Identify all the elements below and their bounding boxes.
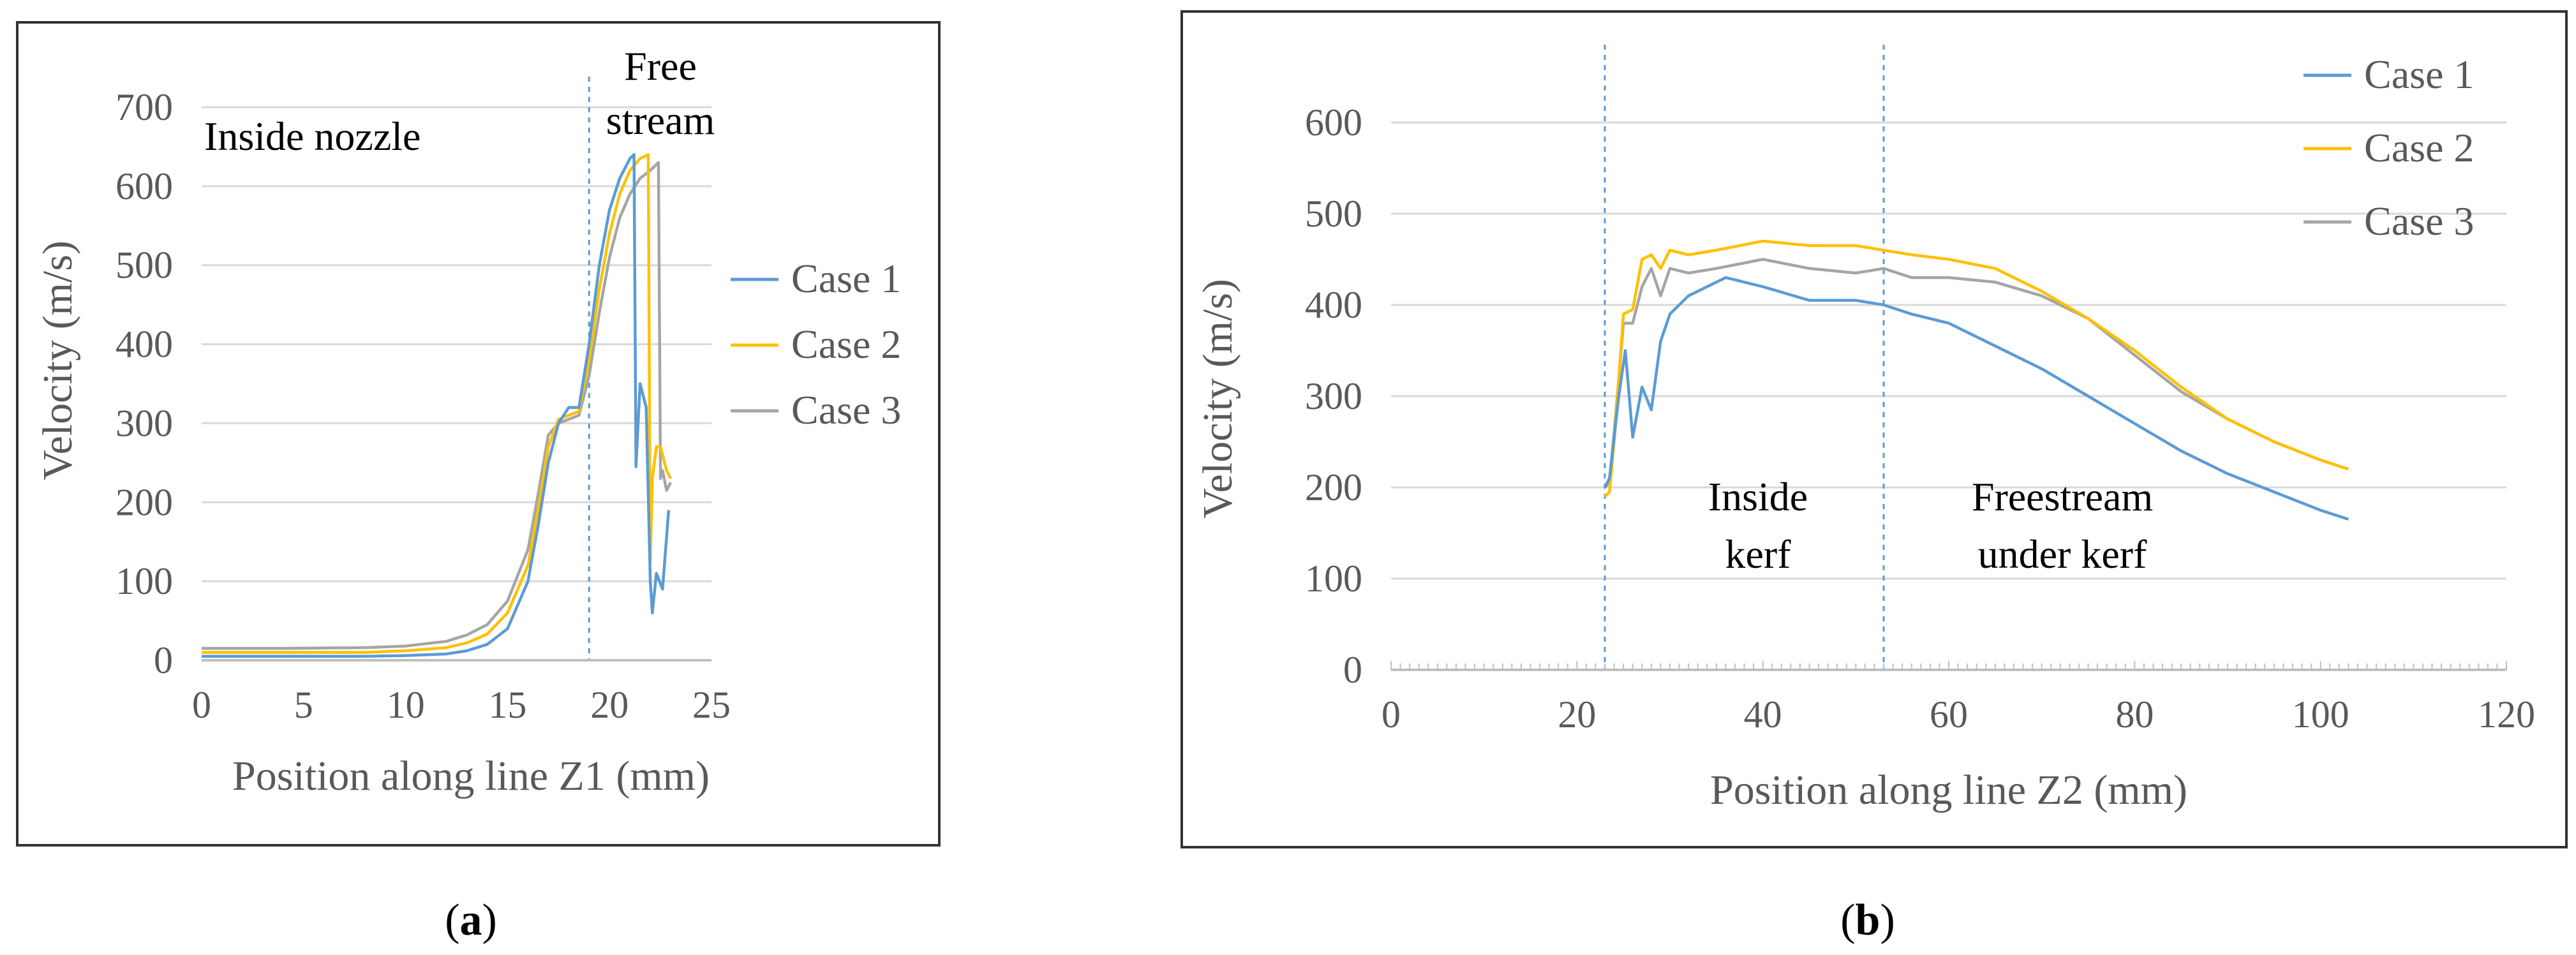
panel-a-x-tick-labels: 0 5 10 15 20 25 (192, 684, 731, 726)
panel-a: 0 100 200 300 400 500 600 700 0 5 10 15 20 25 Inside… (16, 21, 941, 847)
b-series-case-1 (1603, 276, 2349, 521)
svg-text:(b): (b) (1840, 896, 1895, 945)
b-legend-label-case-1: Case 1 (2364, 52, 2474, 97)
panel-b-legend: Case 1 Case 2 Case 3 (2304, 52, 2474, 244)
a-y-tick-300: 300 (115, 402, 173, 444)
a-series-case-1 (202, 153, 671, 658)
a-x-tick-0: 0 (192, 684, 211, 726)
a-x-tick-20: 20 (590, 684, 629, 726)
panel-a-series-group (202, 153, 673, 658)
b-x-tick-40: 40 (1744, 693, 1782, 736)
svg-text:(a): (a) (445, 896, 497, 945)
a-y-tick-100: 100 (115, 560, 173, 602)
panel-b-series-group (1603, 239, 2349, 521)
b-x-tick-100: 100 (2292, 693, 2349, 736)
a-y-tick-700: 700 (115, 86, 173, 128)
b-y-tick-100: 100 (1305, 558, 1362, 600)
panel-b-minor-ticks (1390, 661, 2507, 670)
panel-b: 0 100 200 300 400 500 600 0 20 40 60 80 100 120 Insi… (1180, 10, 2568, 848)
a-x-tick-10: 10 (387, 684, 425, 726)
panel-b-gridlines (1391, 121, 2506, 580)
panel-b-annotation-kerf: kerf (1725, 531, 1791, 577)
panel-a-y-axis-title: Velocity (m/s) (34, 241, 81, 480)
a-y-tick-500: 500 (115, 244, 173, 286)
b-y-tick-600: 600 (1305, 101, 1362, 144)
b-y-tick-200: 200 (1305, 466, 1362, 508)
b-y-tick-0: 0 (1343, 649, 1362, 691)
panel-b-caption-letter: b (1856, 896, 1880, 945)
b-x-tick-120: 120 (2478, 693, 2535, 736)
b-legend-label-case-2: Case 2 (2364, 125, 2474, 170)
panel-b-frame (1180, 10, 2568, 848)
b-x-tick-20: 20 (1558, 693, 1596, 736)
a-legend-label-case-3: Case 3 (791, 387, 901, 433)
panel-b-y-tick-labels: 0 100 200 300 400 500 600 (1305, 101, 1362, 691)
panel-a-y-tick-labels: 0 100 200 300 400 500 600 700 (115, 86, 173, 681)
a-y-tick-200: 200 (115, 481, 173, 523)
b-x-tick-80: 80 (2115, 693, 2154, 736)
panel-b-y-axis-title: Velocity (m/s) (1195, 279, 1241, 519)
panel-a-annotation-stream: stream (606, 98, 715, 143)
panel-a-annotation-free: Free (624, 43, 697, 89)
panel-b-dividers (1604, 45, 1885, 670)
b-series-case-3 (1604, 258, 2349, 489)
panel-b-annotation-freestream: Freestream (1972, 474, 2153, 519)
b-x-tick-60: 60 (1930, 693, 1968, 736)
panel-a-caption-letter: a (460, 896, 482, 945)
panel-a-frame (16, 21, 941, 847)
panel-b-x-axis-title: Position along line Z2 (mm) (1710, 767, 2187, 813)
b-x-tick-0: 0 (1381, 693, 1401, 736)
a-legend-label-case-2: Case 2 (791, 322, 901, 367)
panel-a-caption: (a) (445, 896, 497, 945)
a-y-tick-600: 600 (115, 165, 173, 207)
b-y-tick-400: 400 (1305, 284, 1362, 326)
panel-b-annotation-inside: Inside (1708, 474, 1808, 519)
b-y-tick-500: 500 (1305, 193, 1362, 235)
panel-a-annotation-inside-nozzle: Inside nozzle (204, 114, 421, 159)
a-series-case-2 (202, 153, 673, 654)
b-legend-label-case-3: Case 3 (2364, 198, 2474, 244)
a-series-case-3 (202, 161, 673, 650)
b-series-case-2 (1604, 239, 2349, 498)
panel-a-x-axis-title: Position along line Z1 (mm) (232, 753, 710, 799)
a-legend-label-case-1: Case 1 (791, 256, 901, 301)
a-y-tick-400: 400 (115, 323, 173, 366)
panel-a-gridlines (202, 106, 711, 582)
panel-b-annotation-under-kerf: under kerf (1978, 531, 2147, 577)
panel-a-legend: Case 1 Case 2 Case 3 (731, 256, 901, 433)
panel-b-x-tick-labels: 0 20 40 60 80 100 120 (1381, 693, 2535, 736)
panel-b-caption: (b) (1840, 896, 1895, 945)
a-x-tick-25: 25 (692, 684, 731, 726)
a-y-tick-0: 0 (154, 639, 173, 681)
a-x-tick-15: 15 (488, 684, 526, 726)
a-x-tick-5: 5 (294, 684, 313, 726)
b-y-tick-300: 300 (1305, 375, 1362, 417)
